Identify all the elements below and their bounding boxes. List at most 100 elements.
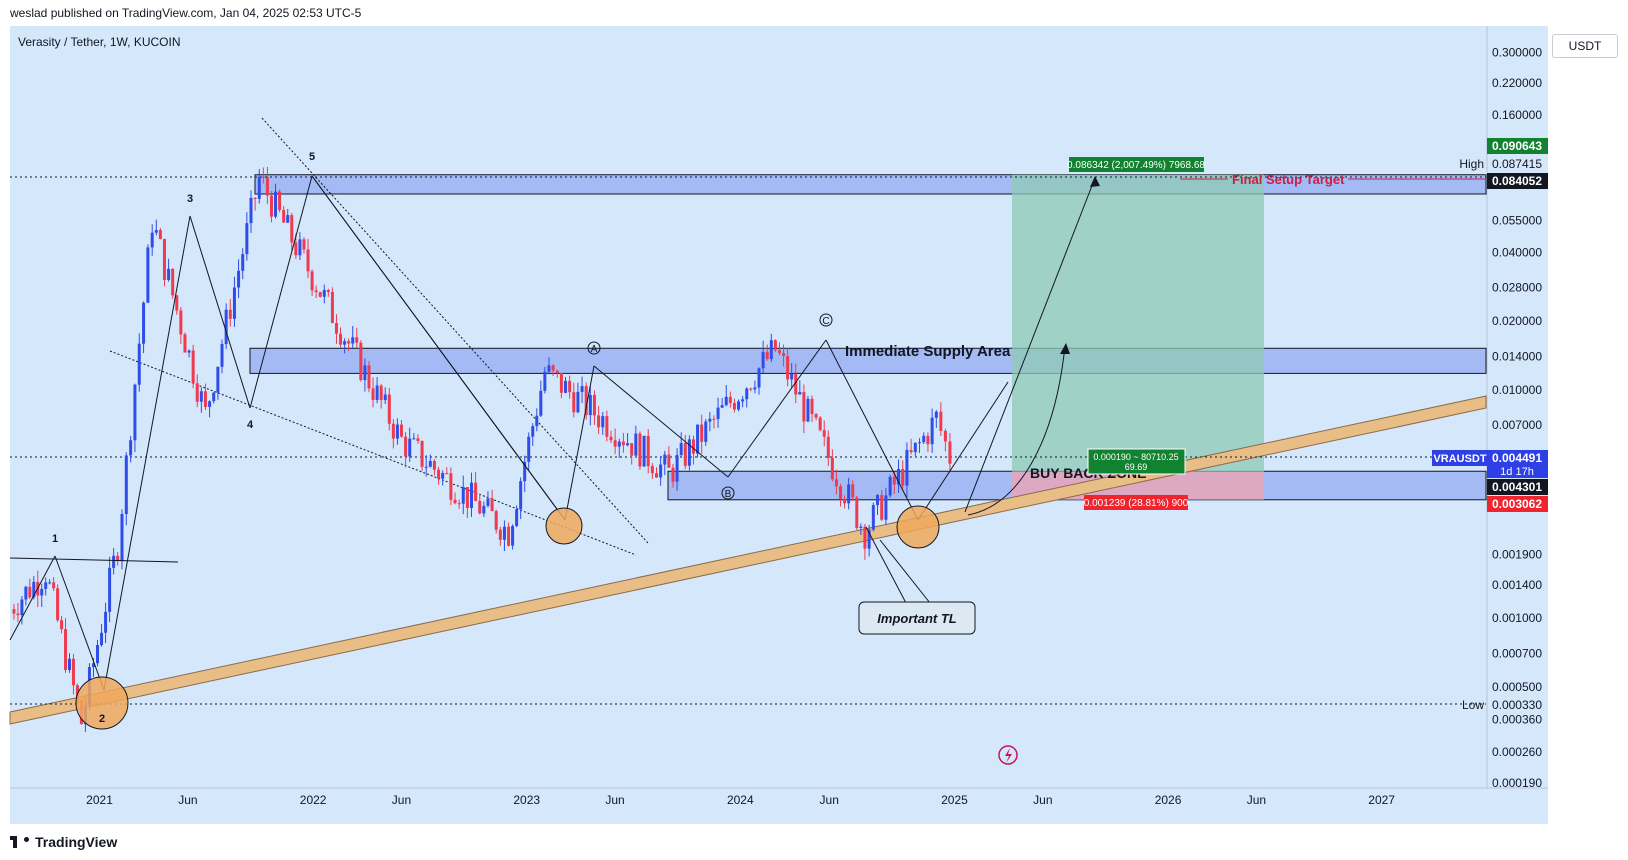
candle-body xyxy=(56,588,60,621)
candle-body xyxy=(162,239,166,280)
candle-body xyxy=(769,340,773,360)
wave-line xyxy=(249,175,313,409)
candle-body xyxy=(399,424,403,437)
candle-body xyxy=(191,350,195,384)
y-tick-label: 0.020000 xyxy=(1492,314,1542,328)
wave-label: A xyxy=(591,344,598,355)
brand-label: TradingView xyxy=(35,834,118,850)
candle-body xyxy=(745,388,749,400)
wave-label: 1 xyxy=(52,533,58,545)
candle-body xyxy=(465,487,469,508)
candle-body xyxy=(449,473,453,500)
candle-body xyxy=(901,469,905,486)
candle-body xyxy=(104,611,108,633)
candle-body xyxy=(20,599,24,616)
candle-body xyxy=(818,417,822,431)
price-tag-stop-text: 0.003062 xyxy=(1492,497,1542,511)
candle-body xyxy=(773,340,777,351)
candle-body xyxy=(646,435,650,467)
candle-body xyxy=(511,526,515,546)
x-tick-label: 2024 xyxy=(727,793,754,807)
candle-body xyxy=(363,365,367,381)
candle-body xyxy=(75,685,79,701)
candle-body xyxy=(339,333,343,345)
symbol-title: Verasity / Tether, 1W, KUCOIN xyxy=(18,35,181,49)
candle-body xyxy=(592,394,596,416)
candle-body xyxy=(679,442,683,456)
candle-body xyxy=(939,411,943,431)
candle-body xyxy=(884,495,888,520)
candle-body xyxy=(469,482,473,508)
candle-body xyxy=(175,295,179,311)
y-tick-label: 0.001000 xyxy=(1492,611,1542,625)
candle-body xyxy=(704,421,708,442)
y-tick-label: 0.000260 xyxy=(1492,745,1542,759)
symbol-tag xyxy=(1432,450,1488,466)
candle-body xyxy=(60,620,64,630)
price-tag-target-text: 0.084052 xyxy=(1492,174,1542,188)
candle-body xyxy=(228,309,232,319)
price-tag-high-target-text: 0.090643 xyxy=(1492,139,1542,153)
y-tick-label: 0.040000 xyxy=(1492,245,1542,259)
high-label: High xyxy=(1459,157,1484,171)
candle-body xyxy=(237,270,241,288)
candle-body xyxy=(269,195,273,217)
candle-body xyxy=(753,387,757,390)
candle-body xyxy=(91,663,95,668)
candle-body xyxy=(486,498,490,506)
tradingview-brand: TradingView xyxy=(10,834,117,850)
candle-body xyxy=(765,352,769,360)
candle-body xyxy=(859,526,863,528)
candle-body xyxy=(253,197,257,199)
candle-body xyxy=(810,398,814,415)
price-tag-entry xyxy=(1487,479,1548,495)
candle-body xyxy=(617,441,621,447)
candle-body xyxy=(32,581,36,598)
price-tag-stop xyxy=(1487,496,1548,512)
zone-label-supply: Immediate Supply Area xyxy=(845,343,1011,360)
candle-body xyxy=(863,526,867,549)
candle-body xyxy=(798,392,802,395)
candle-body xyxy=(888,476,892,496)
candle-body xyxy=(790,373,794,380)
candle-body xyxy=(926,435,930,445)
wave-letter-circle xyxy=(587,341,601,355)
candle-body xyxy=(564,380,568,393)
candle-body xyxy=(347,341,351,344)
candle-body xyxy=(897,469,901,485)
projection-arrow-line xyxy=(964,177,1096,513)
wave-line xyxy=(825,339,919,521)
stop-info-text: 0.001239 (28.81%) 900 xyxy=(1084,498,1189,509)
price-tag-entry-text: 0.004301 xyxy=(1492,480,1542,494)
candle-body xyxy=(502,526,506,540)
candle-body xyxy=(232,287,236,319)
candle-body xyxy=(282,209,286,223)
x-tick-label: Jun xyxy=(1247,793,1266,807)
candle-body xyxy=(749,388,753,390)
candle-body xyxy=(851,484,855,498)
countdown-text: 1d 17h xyxy=(1500,466,1534,478)
candle-body xyxy=(302,239,306,250)
candle-body xyxy=(642,435,646,467)
wave-label: 2 xyxy=(99,713,105,725)
candle-body xyxy=(834,479,838,487)
candle-body xyxy=(777,350,781,354)
candle-body xyxy=(351,337,355,344)
candle-body xyxy=(814,414,818,418)
candle-body xyxy=(539,390,543,416)
candle-body xyxy=(839,486,843,500)
projection-curve xyxy=(967,345,1066,516)
candle-body xyxy=(613,440,617,447)
candle-body xyxy=(650,466,654,474)
candle-body xyxy=(543,371,547,391)
low-label: Low xyxy=(1462,698,1484,712)
candle-body xyxy=(203,391,207,407)
position-target-box xyxy=(1012,174,1264,472)
candle-body xyxy=(634,433,638,456)
x-tick-label: 2022 xyxy=(300,793,327,807)
candle-body xyxy=(638,433,642,467)
candle-body xyxy=(584,386,588,416)
candle-body xyxy=(100,632,104,646)
currency-button[interactable]: USDT xyxy=(1552,34,1618,58)
